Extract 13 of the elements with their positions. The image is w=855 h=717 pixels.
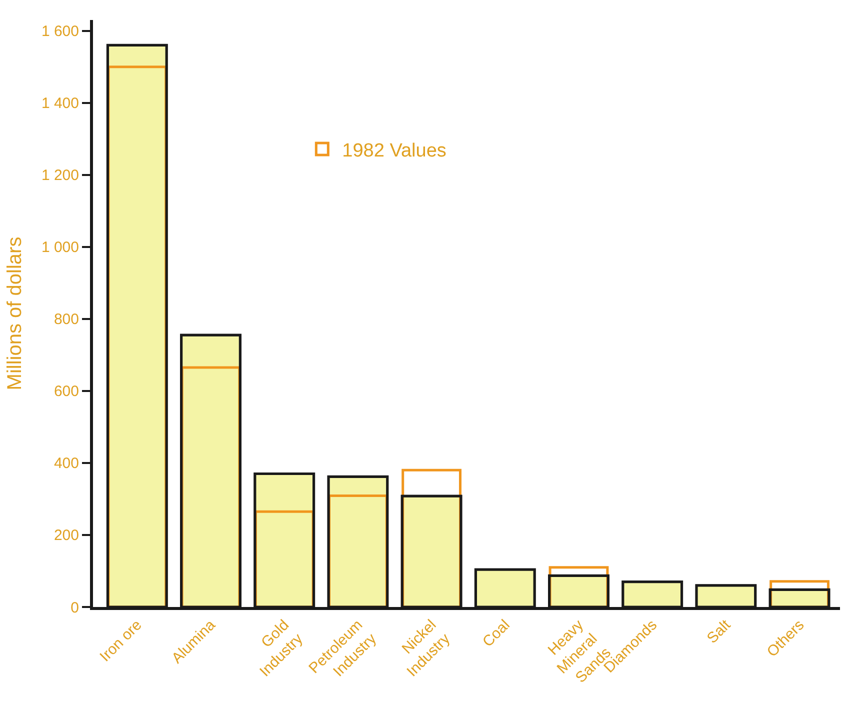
y-tick-label: 800 <box>54 311 79 328</box>
y-tick-label: 200 <box>54 527 79 544</box>
y-tick-label: 1 400 <box>41 95 79 112</box>
y-tick-label: 1 000 <box>41 239 79 256</box>
y-tick-label: 1 600 <box>41 23 79 40</box>
y-tick-label: 1 200 <box>41 167 79 184</box>
x-tick-label: Salt <box>704 616 735 647</box>
x-tick-label: Iron ore <box>96 616 146 666</box>
y-axis-title: Millions of dollars <box>4 236 26 390</box>
y-tick-label: 0 <box>70 599 79 616</box>
y-tick-label: 400 <box>54 455 79 472</box>
legend-label: 1982 Values <box>342 140 446 162</box>
y-tick-label: 600 <box>54 383 79 400</box>
